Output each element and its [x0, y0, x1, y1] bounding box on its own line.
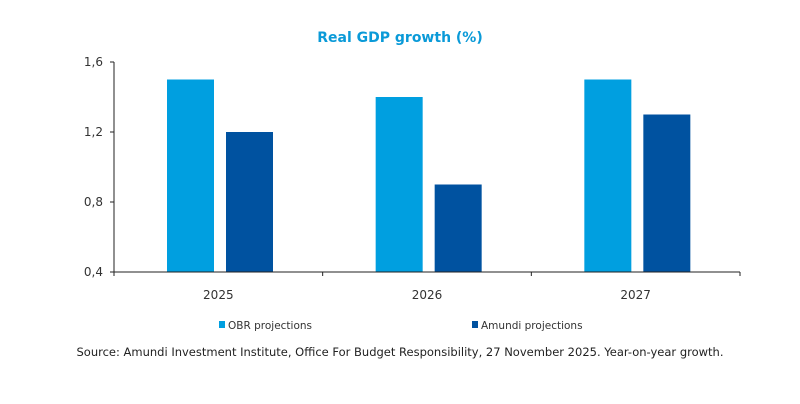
- bar-amundi-2025: [226, 132, 273, 272]
- bar-amundi-2027: [643, 114, 691, 272]
- x-tick-label: 2025: [203, 288, 234, 302]
- legend-swatch-amundi: [472, 321, 478, 328]
- x-tick-label: 2026: [412, 288, 443, 302]
- y-tick-label: 1,6: [84, 55, 103, 69]
- legend-swatch-obr: [219, 321, 225, 328]
- bar-amundi-2026: [434, 184, 482, 272]
- y-tick-label: 0,4: [84, 265, 103, 279]
- x-tick-label: 2027: [620, 288, 651, 302]
- bar-obr-2025: [167, 79, 214, 272]
- bar-obr-2026: [375, 97, 423, 272]
- legend-label-amundi: Amundi projections: [481, 320, 583, 332]
- chart-title: Real GDP growth (%): [317, 30, 482, 46]
- y-tick-label: 1,2: [84, 125, 103, 139]
- legend-label-obr: OBR projections: [228, 320, 312, 332]
- y-tick-label: 0,8: [84, 195, 103, 209]
- source-note: Source: Amundi Investment Institute, Off…: [77, 345, 724, 359]
- bar-obr-2027: [584, 79, 632, 272]
